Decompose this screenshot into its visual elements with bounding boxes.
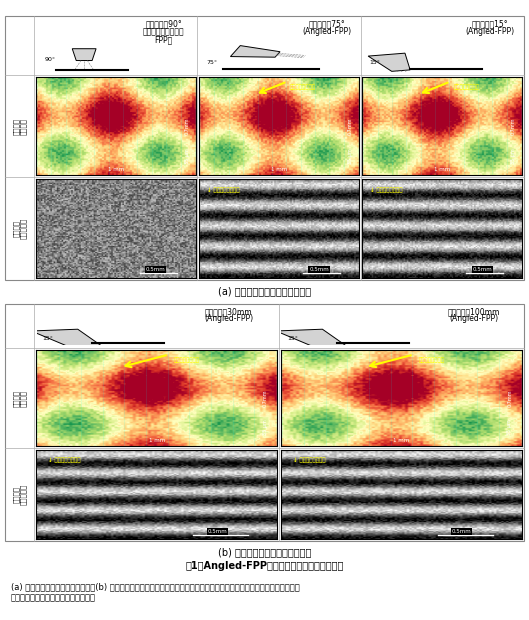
- Text: 1 mm: 1 mm: [108, 167, 124, 172]
- Text: 0.5mm: 0.5mm: [146, 267, 166, 272]
- Text: (a) ノズル角度を変化させた場合: (a) ノズル角度を変化させた場合: [218, 286, 311, 296]
- Text: （一般的な条件での: （一般的な条件での: [143, 27, 185, 37]
- Text: FPP）: FPP）: [154, 36, 173, 45]
- Text: 35 μm: 35 μm: [263, 419, 268, 435]
- Text: 15°: 15°: [42, 336, 53, 341]
- Text: (Angled-FPP): (Angled-FPP): [466, 27, 514, 37]
- Text: ↓ 粒子の運動の向き: ↓ 粒子の運動の向き: [293, 458, 325, 463]
- Text: 1 mm: 1 mm: [149, 438, 165, 443]
- Text: ノズル角度15°: ノズル角度15°: [471, 19, 508, 28]
- Text: 0.7mm: 0.7mm: [510, 117, 516, 135]
- Text: 粒子の運動の向き: 粒子の運動の向き: [418, 358, 444, 363]
- Text: ノズル角度90°: ノズル角度90°: [145, 19, 182, 28]
- Polygon shape: [368, 53, 410, 71]
- Polygon shape: [72, 49, 96, 61]
- Text: (b) ノズル距離を変化させた場合: (b) ノズル距離を変化させた場合: [218, 547, 311, 557]
- Text: ↓ 粒子の運動の向き: ↓ 粒子の運動の向き: [207, 187, 240, 193]
- Text: 1 mm: 1 mm: [393, 438, 409, 443]
- Text: 粒子の運動の向き: 粒子の運動の向き: [453, 84, 479, 90]
- Text: 35 μm: 35 μm: [507, 419, 513, 435]
- Text: ↓ 粒子の運動の向き: ↓ 粒子の運動の向き: [48, 458, 80, 463]
- Text: 0.7mm: 0.7mm: [348, 117, 353, 135]
- Text: ノズル角度75°: ノズル角度75°: [308, 19, 345, 28]
- Text: 表面凸凹
測定結果: 表面凸凹 測定結果: [13, 389, 27, 407]
- Text: (Angled-FPP): (Angled-FPP): [449, 314, 498, 323]
- Text: (Angled-FPP): (Angled-FPP): [204, 314, 253, 323]
- Text: 0.5mm: 0.5mm: [207, 529, 227, 534]
- Text: 15°: 15°: [369, 60, 380, 65]
- Polygon shape: [276, 329, 361, 357]
- Text: ノズル距離30mm: ノズル距離30mm: [205, 307, 253, 316]
- Text: ↓ 粒子の運動の向き: ↓ 粒子の運動の向き: [370, 187, 403, 193]
- Text: 1 mm: 1 mm: [434, 167, 450, 172]
- Text: 0.5mm: 0.5mm: [452, 529, 472, 534]
- Text: 0.7mm: 0.7mm: [185, 117, 189, 135]
- Text: 0.7mm: 0.7mm: [507, 389, 513, 407]
- Polygon shape: [31, 329, 116, 357]
- Text: 図1　Angled-FPPにより創成された表面の様子: 図1 Angled-FPPにより創成された表面の様子: [185, 561, 344, 571]
- Text: (a) ノズル角度を変化させた場合。(b) ノズル距離を変化させた場合。微粒子の投射角などの条件に応じて凹凸の方向性や間
隔が調整可能であることを確認した。: (a) ノズル角度を変化させた場合。(b) ノズル距離を変化させた場合。微粒子の…: [11, 583, 299, 602]
- Text: 0.5mm: 0.5mm: [309, 267, 329, 272]
- Text: (Angled-FPP): (Angled-FPP): [302, 27, 351, 37]
- Text: 0.5mm: 0.5mm: [472, 267, 492, 272]
- Text: 表面凸凹
顕微鏡写真: 表面凸凹 顕微鏡写真: [13, 218, 27, 239]
- Text: 15°: 15°: [287, 336, 298, 341]
- Text: 35 μm: 35 μm: [348, 148, 353, 164]
- Text: 1 mm: 1 mm: [271, 167, 287, 172]
- Text: 90°: 90°: [44, 57, 56, 62]
- Text: 粒子の運動の向き: 粒子の運動の向き: [290, 84, 316, 90]
- Text: 粒子の運動の向き: 粒子の運動の向き: [174, 358, 199, 363]
- Text: 表面凸凹
測定結果: 表面凸凹 測定結果: [13, 118, 27, 135]
- Text: 35 μm: 35 μm: [510, 148, 516, 164]
- Text: 75°: 75°: [206, 60, 217, 65]
- Text: ノズル距離100mm: ノズル距離100mm: [448, 307, 500, 316]
- Polygon shape: [231, 46, 280, 57]
- Text: 表面凸凹
顕微鏡写真: 表面凸凹 顕微鏡写真: [13, 484, 27, 505]
- Text: 35 μm: 35 μm: [185, 148, 189, 164]
- Text: 0.7mm: 0.7mm: [263, 389, 268, 407]
